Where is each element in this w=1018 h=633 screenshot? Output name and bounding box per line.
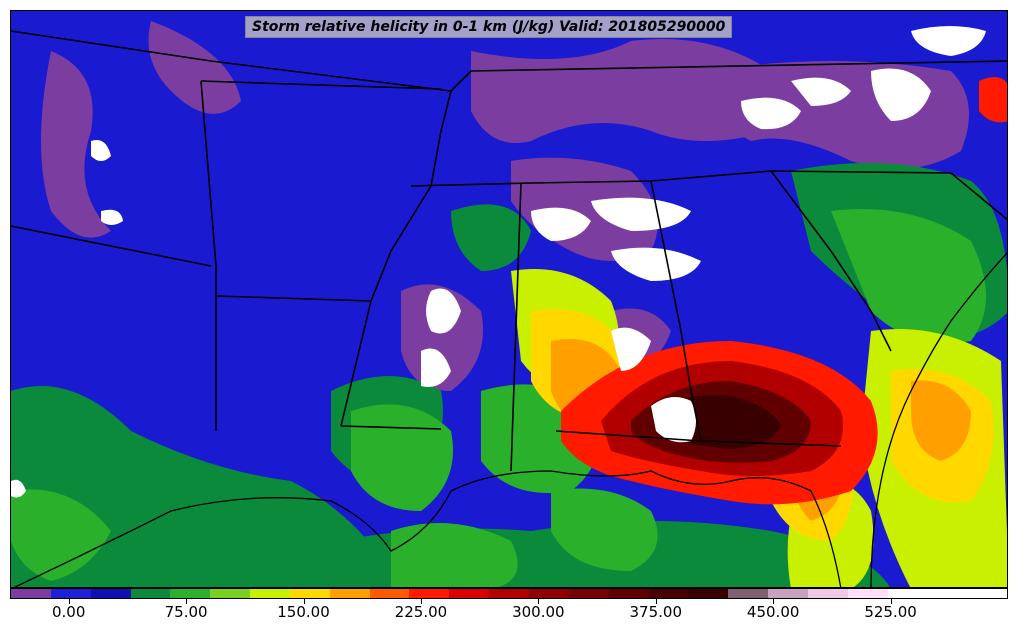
colorbar-tick-label: 150.00	[277, 603, 330, 621]
colorbar-segment	[170, 589, 211, 598]
colorbar-segment	[50, 589, 91, 598]
colorbar-segment	[807, 589, 848, 598]
coastline	[13, 252, 1007, 587]
colorbar-segment	[768, 589, 808, 598]
colorbar-segment	[887, 589, 928, 598]
colorbar-segment	[90, 589, 131, 598]
colorbar-segment	[608, 589, 649, 598]
field-green	[11, 209, 986, 587]
state-boundaries	[11, 30, 1007, 472]
colorbar-tick-label: 300.00	[512, 603, 565, 621]
map-frame	[10, 10, 1008, 588]
colorbar-segment	[250, 589, 290, 598]
colorbar-tick-label: 525.00	[864, 603, 917, 621]
colorbar-tick-label: 450.00	[746, 603, 800, 621]
colorbar-tick-label: 0.00	[52, 603, 86, 621]
colorbar-segment	[449, 589, 490, 598]
colorbar-tick	[68, 599, 70, 604]
colorbar-segment	[11, 589, 51, 598]
colorbar-tick	[538, 599, 540, 604]
colorbar-tick	[420, 599, 422, 604]
colorbar-labels: 0.00 75.00 150.00 225.00 300.00 375.00 450.00 5…	[10, 603, 1008, 627]
colorbar-segment	[489, 589, 529, 598]
colorbar-tick	[655, 599, 657, 604]
helicity-map	[11, 11, 1007, 587]
colorbar-segment	[130, 589, 171, 598]
colorbar-tick-label: 375.00	[629, 603, 683, 621]
colorbar-tick	[773, 599, 775, 604]
colorbar-segment	[688, 589, 729, 598]
colorbar	[10, 588, 1008, 599]
colorbar-tick-label: 75.00	[164, 603, 208, 621]
field-white	[11, 26, 986, 498]
colorbar-segment	[329, 589, 370, 598]
colorbar-tick	[890, 599, 892, 604]
colorbar-segment	[210, 589, 251, 598]
colorbar-segment	[568, 589, 609, 598]
colorbar-segment	[847, 589, 888, 598]
colorbar-segment	[409, 589, 450, 598]
colorbar-ticks	[10, 599, 1008, 605]
colorbar-segment	[289, 589, 330, 598]
map-title: Storm relative helicity in 0-1 km (J/kg)…	[245, 16, 733, 38]
colorbar-segment	[927, 589, 968, 598]
colorbar-segment	[369, 589, 410, 598]
field-ne-red	[979, 77, 1007, 123]
colorbar-segment	[528, 589, 569, 598]
colorbar-tick-label: 225.00	[394, 603, 448, 621]
colorbar-tick	[303, 599, 305, 604]
colorbar-tick	[186, 599, 188, 604]
colorbar-segment	[648, 589, 689, 598]
colorbar-segment	[728, 589, 769, 598]
colorbar-segment	[967, 589, 1008, 598]
